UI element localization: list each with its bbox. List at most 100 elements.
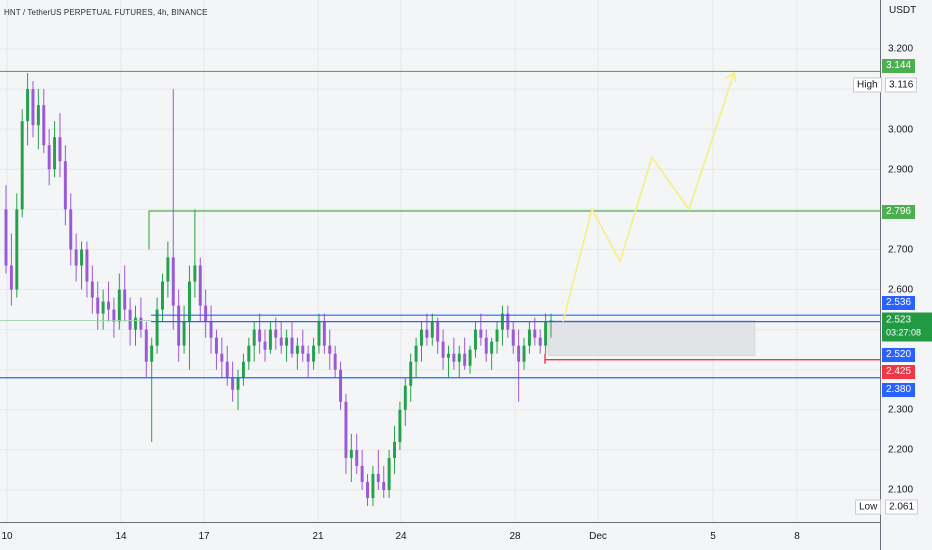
candle-body bbox=[96, 297, 100, 314]
candle-body bbox=[236, 377, 240, 390]
price-tag-current[interactable]: 2.523 03:27:08 bbox=[882, 312, 932, 342]
candle-body bbox=[285, 337, 289, 346]
candle-body bbox=[20, 121, 24, 210]
candle-body bbox=[349, 449, 353, 458]
candle-body bbox=[420, 329, 423, 346]
candle-body bbox=[42, 105, 46, 146]
price-tag-level-mid[interactable]: 2.796 bbox=[882, 205, 915, 219]
price-axis-unit[interactable]: USDT bbox=[889, 5, 917, 16]
candle-body bbox=[317, 321, 321, 346]
time-label: 17 bbox=[198, 531, 210, 542]
candle-body bbox=[198, 265, 202, 306]
price-tick: 2.200 bbox=[888, 444, 914, 456]
candle-body bbox=[344, 401, 348, 458]
price-tag-support-upper[interactable]: 2.520 bbox=[882, 348, 915, 362]
grid-lines bbox=[0, 0, 880, 522]
candle-body bbox=[549, 320, 553, 322]
candle-body bbox=[85, 249, 89, 282]
candle-body bbox=[107, 301, 111, 310]
time-label: 21 bbox=[312, 531, 324, 542]
candle-body bbox=[484, 337, 488, 354]
candle-body bbox=[193, 265, 197, 282]
candle-body bbox=[258, 329, 262, 342]
price-tag-support-lower[interactable]: 2.380 bbox=[882, 383, 915, 397]
price-tick: 2.300 bbox=[888, 404, 914, 416]
candle-body bbox=[15, 209, 19, 290]
candle-body bbox=[436, 321, 440, 342]
price-tick: 3.000 bbox=[888, 124, 914, 136]
candle-body bbox=[263, 341, 267, 350]
price-tag-stop[interactable]: 2.425 bbox=[882, 365, 915, 379]
low-label: Low bbox=[855, 499, 882, 515]
candle-body bbox=[295, 345, 299, 354]
candle-body bbox=[473, 329, 477, 350]
time-axis[interactable] bbox=[0, 522, 880, 550]
candle-body bbox=[9, 265, 13, 290]
candles bbox=[4, 73, 553, 507]
candle-body bbox=[268, 329, 272, 350]
candle-body bbox=[128, 309, 132, 330]
candle-body bbox=[430, 321, 434, 338]
candle-body bbox=[209, 321, 213, 338]
candle-body bbox=[74, 249, 78, 266]
candle-body bbox=[150, 345, 154, 362]
candle-body bbox=[279, 337, 283, 346]
candle-body bbox=[339, 369, 343, 402]
projection-arrowhead bbox=[725, 71, 737, 83]
price-tick: 3.200 bbox=[888, 43, 914, 55]
candle-body bbox=[53, 137, 57, 170]
candle-body bbox=[414, 345, 418, 362]
level-lines[interactable] bbox=[0, 70, 880, 379]
candle-body bbox=[403, 385, 407, 410]
candle-body bbox=[134, 317, 137, 330]
candle-body bbox=[90, 281, 94, 298]
candle-body bbox=[274, 329, 278, 338]
candle-body bbox=[479, 329, 483, 338]
low-value: 2.061 bbox=[885, 499, 919, 515]
high-label: High bbox=[853, 77, 882, 93]
bar-countdown: 03:27:08 bbox=[886, 327, 922, 338]
symbol-title: HNT / TetherUS PERPETUAL FUTURES, 4h, BI… bbox=[4, 8, 208, 17]
candle-body bbox=[117, 289, 121, 322]
price-tag-resistance[interactable]: 2.536 bbox=[882, 296, 915, 310]
high-value: 3.116 bbox=[885, 77, 918, 93]
candle-body bbox=[214, 337, 218, 354]
candle-body bbox=[182, 321, 186, 346]
candle-body bbox=[69, 209, 73, 250]
time-label: 14 bbox=[115, 531, 127, 542]
price-axis[interactable] bbox=[880, 0, 932, 550]
projection-path[interactable] bbox=[562, 71, 737, 322]
candle-body bbox=[187, 281, 191, 322]
candle-body bbox=[80, 249, 84, 266]
candle-body bbox=[26, 89, 30, 122]
candle-body bbox=[204, 305, 208, 322]
candle-body bbox=[371, 473, 375, 499]
candle-body bbox=[47, 145, 51, 170]
price-tag-level-top[interactable]: 3.144 bbox=[882, 59, 915, 73]
candle-body bbox=[312, 345, 316, 362]
candle-body bbox=[252, 329, 256, 346]
candle-body bbox=[123, 289, 127, 310]
candle-body bbox=[101, 301, 105, 314]
candle-body bbox=[457, 353, 461, 362]
candle-body bbox=[533, 329, 537, 338]
price-tick: 2.700 bbox=[888, 244, 914, 256]
candle-body bbox=[495, 329, 499, 342]
time-label: 28 bbox=[509, 531, 521, 542]
candle-body bbox=[452, 353, 456, 362]
candle-body bbox=[468, 349, 472, 366]
candle-body bbox=[171, 257, 175, 306]
candle-body bbox=[511, 329, 515, 346]
candle-body bbox=[322, 321, 326, 346]
candle-body bbox=[306, 353, 310, 362]
candle-body bbox=[441, 341, 445, 358]
candle-body bbox=[398, 409, 402, 442]
candle-body bbox=[220, 353, 224, 362]
price-tick: 2.900 bbox=[888, 164, 914, 176]
candle-body bbox=[527, 329, 531, 346]
candle-body bbox=[161, 281, 164, 310]
candle-body bbox=[425, 329, 429, 338]
time-label: 10 bbox=[1, 531, 13, 542]
